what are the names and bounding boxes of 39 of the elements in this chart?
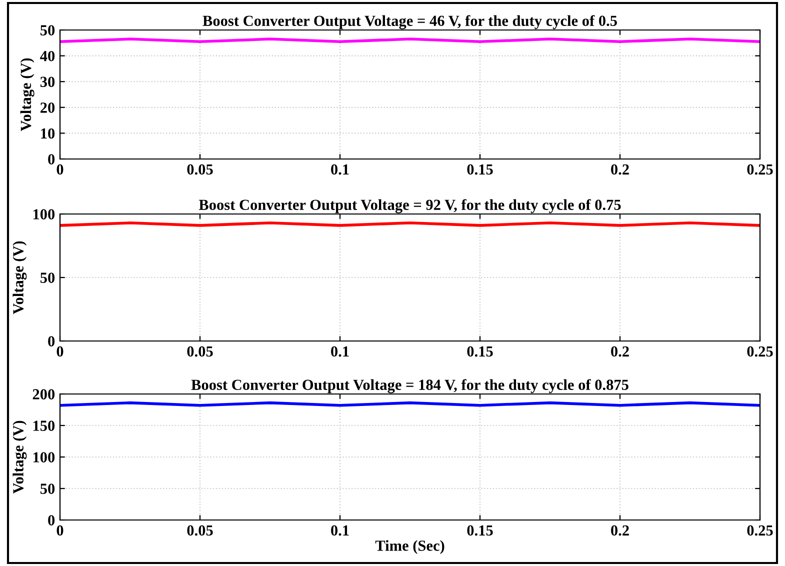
chart-title: Boost Converter Output Voltage = 46 V, for the duty cycle of 0.5: [202, 15, 617, 30]
x-tick-label: 0.2: [611, 164, 629, 175]
x-tick-label: 0: [56, 525, 64, 536]
x-tick-label: 0.2: [611, 525, 629, 536]
y-axis-title: Voltage (V): [12, 420, 27, 494]
x-axis-title: Time (Sec): [375, 540, 444, 554]
x-tick-label: 0.15: [467, 525, 493, 536]
y-tick-label: 20: [40, 102, 55, 113]
y-tick-label: 200: [32, 389, 55, 400]
y-tick-label: 150: [33, 420, 55, 431]
x-tick-label: 0.05: [187, 164, 213, 175]
y-tick-label: 30: [40, 76, 55, 88]
x-tick-label: 0: [56, 164, 64, 175]
x-tick-label: 0.1: [331, 164, 349, 175]
y-tick-label: 0: [48, 336, 55, 346]
x-tick-label: 0: [56, 346, 64, 357]
y-tick-label: 100: [33, 452, 55, 462]
x-tick-label: 0.2: [611, 346, 629, 357]
x-tick-label: 0.15: [467, 164, 493, 175]
chart-title: Boost Converter Output Voltage = 184 V, for the duty cycle of 0.875: [191, 379, 628, 394]
y-tick-label: 40: [40, 50, 55, 62]
x-tick-label: 0.1: [331, 525, 349, 536]
y-axis-title: Voltage (V): [12, 241, 27, 314]
y-tick-label: 0: [48, 154, 55, 164]
x-tick-label: 0.25: [747, 525, 773, 536]
y-tick-label: 50: [40, 25, 55, 36]
y-tick-label: 50: [40, 484, 55, 494]
x-tick-label: 0.1: [331, 346, 349, 357]
x-tick-label: 0.05: [187, 346, 213, 357]
y-tick-label: 100: [33, 209, 55, 220]
x-tick-label: 0.05: [187, 525, 213, 536]
x-tick-label: 0.25: [747, 164, 773, 175]
x-tick-label: 0.15: [467, 346, 493, 357]
y-tick-label: 50: [40, 272, 55, 283]
x-tick-label: 0.25: [747, 346, 773, 357]
y-tick-label: 10: [41, 128, 55, 139]
y-axis-title: Voltage (V): [20, 58, 34, 132]
y-tick-label: 0: [48, 515, 55, 526]
chart-title: Boost Converter Output Voltage = 92 V, for the duty cycle of 0.75: [198, 199, 621, 214]
